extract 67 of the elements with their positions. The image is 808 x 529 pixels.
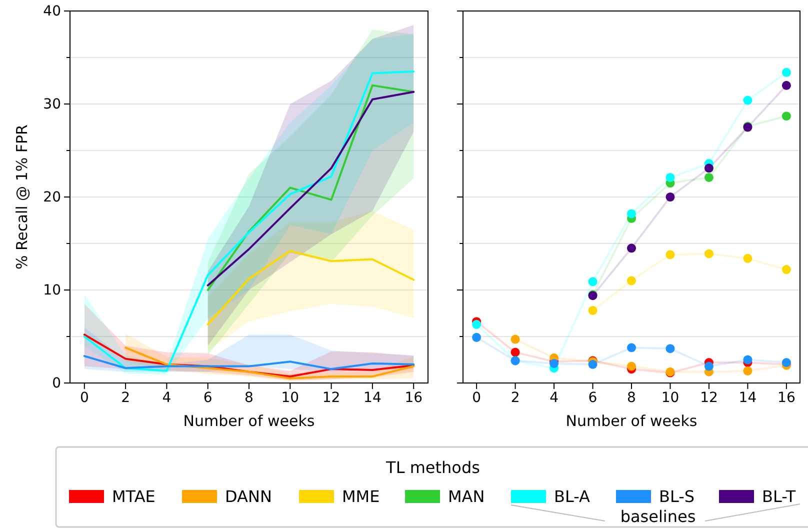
y-tick-label: 10 [43, 282, 61, 298]
x-tick-label: 16 [778, 390, 796, 406]
x-tick-label: 6 [588, 390, 598, 406]
y-tick-label: 30 [43, 96, 61, 112]
point [743, 355, 752, 364]
x-tick-label: 16 [404, 390, 423, 406]
legend-label: BL-T [762, 487, 796, 506]
point [782, 112, 791, 121]
point [743, 96, 752, 105]
y-tick-label: 40 [43, 3, 61, 20]
point [626, 362, 636, 371]
point [782, 265, 791, 274]
x-tick-label: 8 [627, 390, 636, 406]
y-tick-label: 20 [43, 189, 61, 206]
point [510, 348, 520, 357]
x-tick-label: 2 [510, 390, 520, 406]
line-series [83, 355, 415, 370]
x-tick-label: 8 [244, 390, 254, 406]
point [588, 306, 598, 315]
point [626, 209, 636, 218]
point [704, 172, 714, 182]
point [666, 192, 675, 202]
point [666, 344, 675, 354]
point [743, 366, 752, 376]
x-tick-label: 0 [472, 390, 482, 406]
x-axis-title: Number of weeks [566, 412, 698, 430]
point [666, 250, 675, 260]
x-axis-title: Number of weeks [183, 412, 315, 430]
legend-label: MTAE [112, 487, 156, 506]
point [743, 254, 752, 263]
x-tick-label: 4 [550, 390, 559, 406]
point [782, 80, 791, 90]
point [588, 277, 598, 286]
line-series [124, 346, 415, 380]
legend-label: DANN [225, 487, 272, 506]
point [626, 343, 636, 352]
legend-label: MME [342, 487, 380, 506]
x-tick-label: 14 [738, 390, 757, 406]
x-tick-label: 12 [322, 390, 340, 406]
x-tick-label: 14 [364, 390, 382, 406]
point [666, 172, 675, 182]
y-axis-title: % Recall @ 1% FPR [13, 124, 31, 270]
point [704, 249, 714, 258]
point [782, 68, 791, 77]
x-tick-label: 10 [281, 390, 300, 406]
x-tick-label: 6 [203, 390, 212, 406]
x-tick-label: 2 [121, 390, 130, 406]
x-tick-label: 4 [162, 390, 172, 406]
point [588, 360, 598, 369]
legend-title: TL methods [385, 458, 480, 477]
legend-label: BL-S [659, 487, 695, 506]
point [626, 244, 636, 253]
point [704, 164, 714, 173]
line-series [83, 334, 415, 378]
point [626, 276, 636, 286]
x-tick-label: 10 [661, 390, 680, 406]
x-tick-label: 0 [80, 390, 89, 406]
legend-label: MAN [448, 487, 485, 506]
point [472, 332, 482, 342]
line-series [206, 250, 415, 326]
y-tick-label: 0 [52, 375, 61, 392]
point [510, 334, 520, 344]
text: baselines [620, 507, 696, 526]
point [472, 320, 482, 329]
x-tick-label: 12 [700, 390, 718, 406]
point [704, 362, 714, 371]
legend-label: BL-A [554, 487, 590, 506]
